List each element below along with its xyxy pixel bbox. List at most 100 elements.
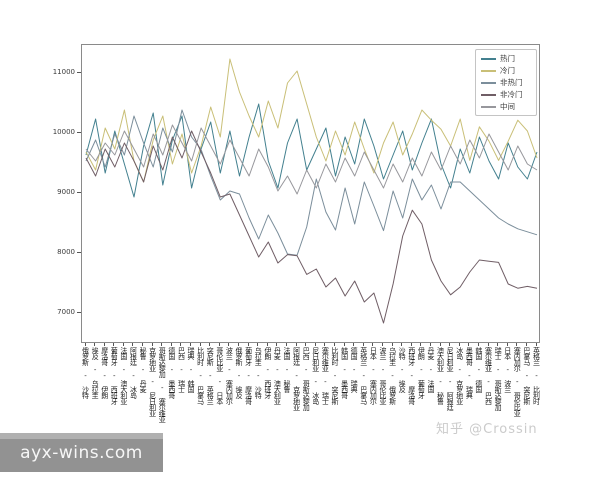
x-tick-mark — [449, 343, 451, 346]
x-tick-mark — [103, 343, 105, 346]
legend-entry-label: 中间 — [500, 102, 515, 111]
legend-entry: 热门 — [481, 53, 532, 65]
legend-entry: 非热门 — [481, 77, 532, 89]
y-tick-mark — [77, 252, 81, 254]
x-tick-label: 乌拉圭 - 沙特 — [254, 347, 263, 398]
x-tick-mark — [247, 343, 249, 346]
line-series-canvas — [85, 58, 538, 324]
x-tick-mark — [458, 343, 460, 346]
x-tick-mark — [314, 343, 316, 346]
x-tick-label: 尼日利亚 - 阿根廷 — [446, 347, 455, 410]
x-tick-mark — [190, 343, 192, 346]
x-tick-mark — [535, 343, 537, 346]
x-tick-label: 日本 - 波兰 — [503, 347, 512, 392]
x-tick-label: 葡萄牙 - 西班牙 — [110, 347, 119, 404]
x-tick-mark — [295, 343, 297, 346]
x-tick-mark — [180, 343, 182, 346]
x-tick-mark — [132, 343, 134, 346]
x-tick-label: 墨西哥 - 瑞典 — [465, 347, 474, 398]
x-tick-mark — [84, 343, 86, 346]
x-tick-label: 英格兰 - 比利时 — [532, 347, 541, 404]
x-tick-label: 秘鲁 - 丹麦 — [139, 347, 148, 392]
x-tick-label: 澳大利亚 - 秘鲁 — [436, 347, 445, 404]
x-tick-label: 葡萄牙 - 摩洛哥 — [244, 347, 253, 404]
x-tick-mark — [142, 343, 144, 346]
x-tick-mark — [468, 343, 470, 346]
x-tick-mark — [305, 343, 307, 346]
series-line-热门 — [85, 103, 538, 198]
x-tick-label: 突尼斯 - 英格兰 — [206, 347, 215, 404]
y-tick-mark — [77, 312, 81, 314]
x-tick-label: 巴西 - 哥斯达黎加 — [302, 347, 311, 410]
x-tick-mark — [410, 343, 412, 346]
x-tick-mark — [516, 343, 518, 346]
x-tick-label: 俄罗斯 - 埃及 — [235, 347, 244, 398]
x-tick-label: 韩国 - 德国 — [474, 347, 483, 392]
y-tick-mark — [77, 132, 81, 134]
x-tick-mark — [343, 343, 345, 346]
x-tick-mark — [151, 343, 153, 346]
x-tick-label: 英格兰 - 巴拿马 — [359, 347, 368, 404]
x-tick-label: 巴拿马 - 突尼斯 — [522, 347, 531, 404]
x-tick-label: 俄罗斯 - 沙特 — [81, 347, 90, 398]
y-tick-mark — [77, 72, 81, 74]
legend-entry-label: 热门 — [500, 54, 515, 63]
x-tick-label: 冰岛 - 克罗地亚 — [455, 347, 464, 404]
x-tick-label: 波兰 - 塞内加尔 — [225, 347, 234, 404]
x-tick-label: 比利时 - 巴拿马 — [196, 347, 205, 404]
x-tick-mark — [391, 343, 393, 346]
x-tick-mark — [113, 343, 115, 346]
x-tick-label: 沙特 - 埃及 — [398, 347, 407, 392]
x-tick-mark — [353, 343, 355, 346]
x-tick-label: 摩洛哥 - 伊朗 — [100, 347, 109, 398]
x-tick-label: 法国 - 澳大利亚 — [119, 347, 128, 404]
x-tick-label: 比利时 - 突尼斯 — [330, 347, 339, 404]
x-tick-label: 塞内加尔 - 哥伦比亚 — [513, 347, 522, 416]
x-tick-mark — [161, 343, 163, 346]
x-tick-label: 伊朗 - 葡萄牙 — [417, 347, 426, 398]
x-tick-label: 阿根廷 - 冰岛 — [129, 347, 138, 398]
x-tick-mark — [429, 343, 431, 346]
x-tick-label: 尼日利亚 - 冰岛 — [311, 347, 320, 404]
x-tick-mark — [487, 343, 489, 346]
x-tick-label: 乌拉圭 - 俄罗斯 — [388, 347, 397, 404]
x-tick-mark — [238, 343, 240, 346]
x-tick-mark — [257, 343, 259, 346]
legend-line-swatch — [481, 82, 496, 84]
x-tick-label: 哥伦比亚 - 日本 — [215, 347, 224, 404]
x-tick-label: 日本 - 塞内加尔 — [369, 347, 378, 404]
legend-entry: 中间 — [481, 101, 532, 113]
x-tick-mark — [420, 343, 422, 346]
x-tick-mark — [477, 343, 479, 346]
y-tick-label: 10000 — [52, 128, 75, 137]
y-tick-label: 9000 — [57, 188, 75, 197]
x-tick-mark — [170, 343, 172, 346]
legend-entry-label: 非冷门 — [500, 90, 523, 99]
x-tick-label: 埃及 - 乌拉圭 — [91, 347, 100, 398]
x-tick-mark — [525, 343, 527, 346]
series-line-中间 — [85, 124, 538, 195]
x-tick-label: 瑞士 - 哥斯达黎加 — [494, 347, 503, 410]
site-banner: ayx-wins.com — [0, 433, 163, 472]
legend-entry: 非冷门 — [481, 89, 532, 101]
legend-entry: 冷门 — [481, 65, 532, 77]
x-tick-mark — [381, 343, 383, 346]
x-tick-label: 伊朗 - 西班牙 — [263, 347, 272, 398]
legend-line-swatch — [481, 94, 496, 96]
x-tick-label: 德国 - 墨西哥 — [167, 347, 176, 398]
x-tick-label: 阿根廷 - 克罗地亚 — [292, 347, 301, 410]
x-tick-label: 德国 - 瑞典 — [350, 347, 359, 392]
x-tick-mark — [506, 343, 508, 346]
x-tick-mark — [228, 343, 230, 346]
x-tick-label: 塞尔维亚 - 巴西 — [484, 347, 493, 404]
x-tick-label: 克罗地亚 - 尼日利亚 — [148, 347, 157, 416]
x-tick-mark — [94, 343, 96, 346]
x-tick-mark — [199, 343, 201, 346]
x-tick-label: 塞尔维亚 - 瑞士 — [321, 347, 330, 404]
x-tick-mark — [372, 343, 374, 346]
legend-line-swatch — [481, 70, 496, 72]
x-tick-mark — [276, 343, 278, 346]
legend-entry-label: 冷门 — [500, 66, 515, 75]
x-tick-label: 丹麦 - 法国 — [426, 347, 435, 392]
